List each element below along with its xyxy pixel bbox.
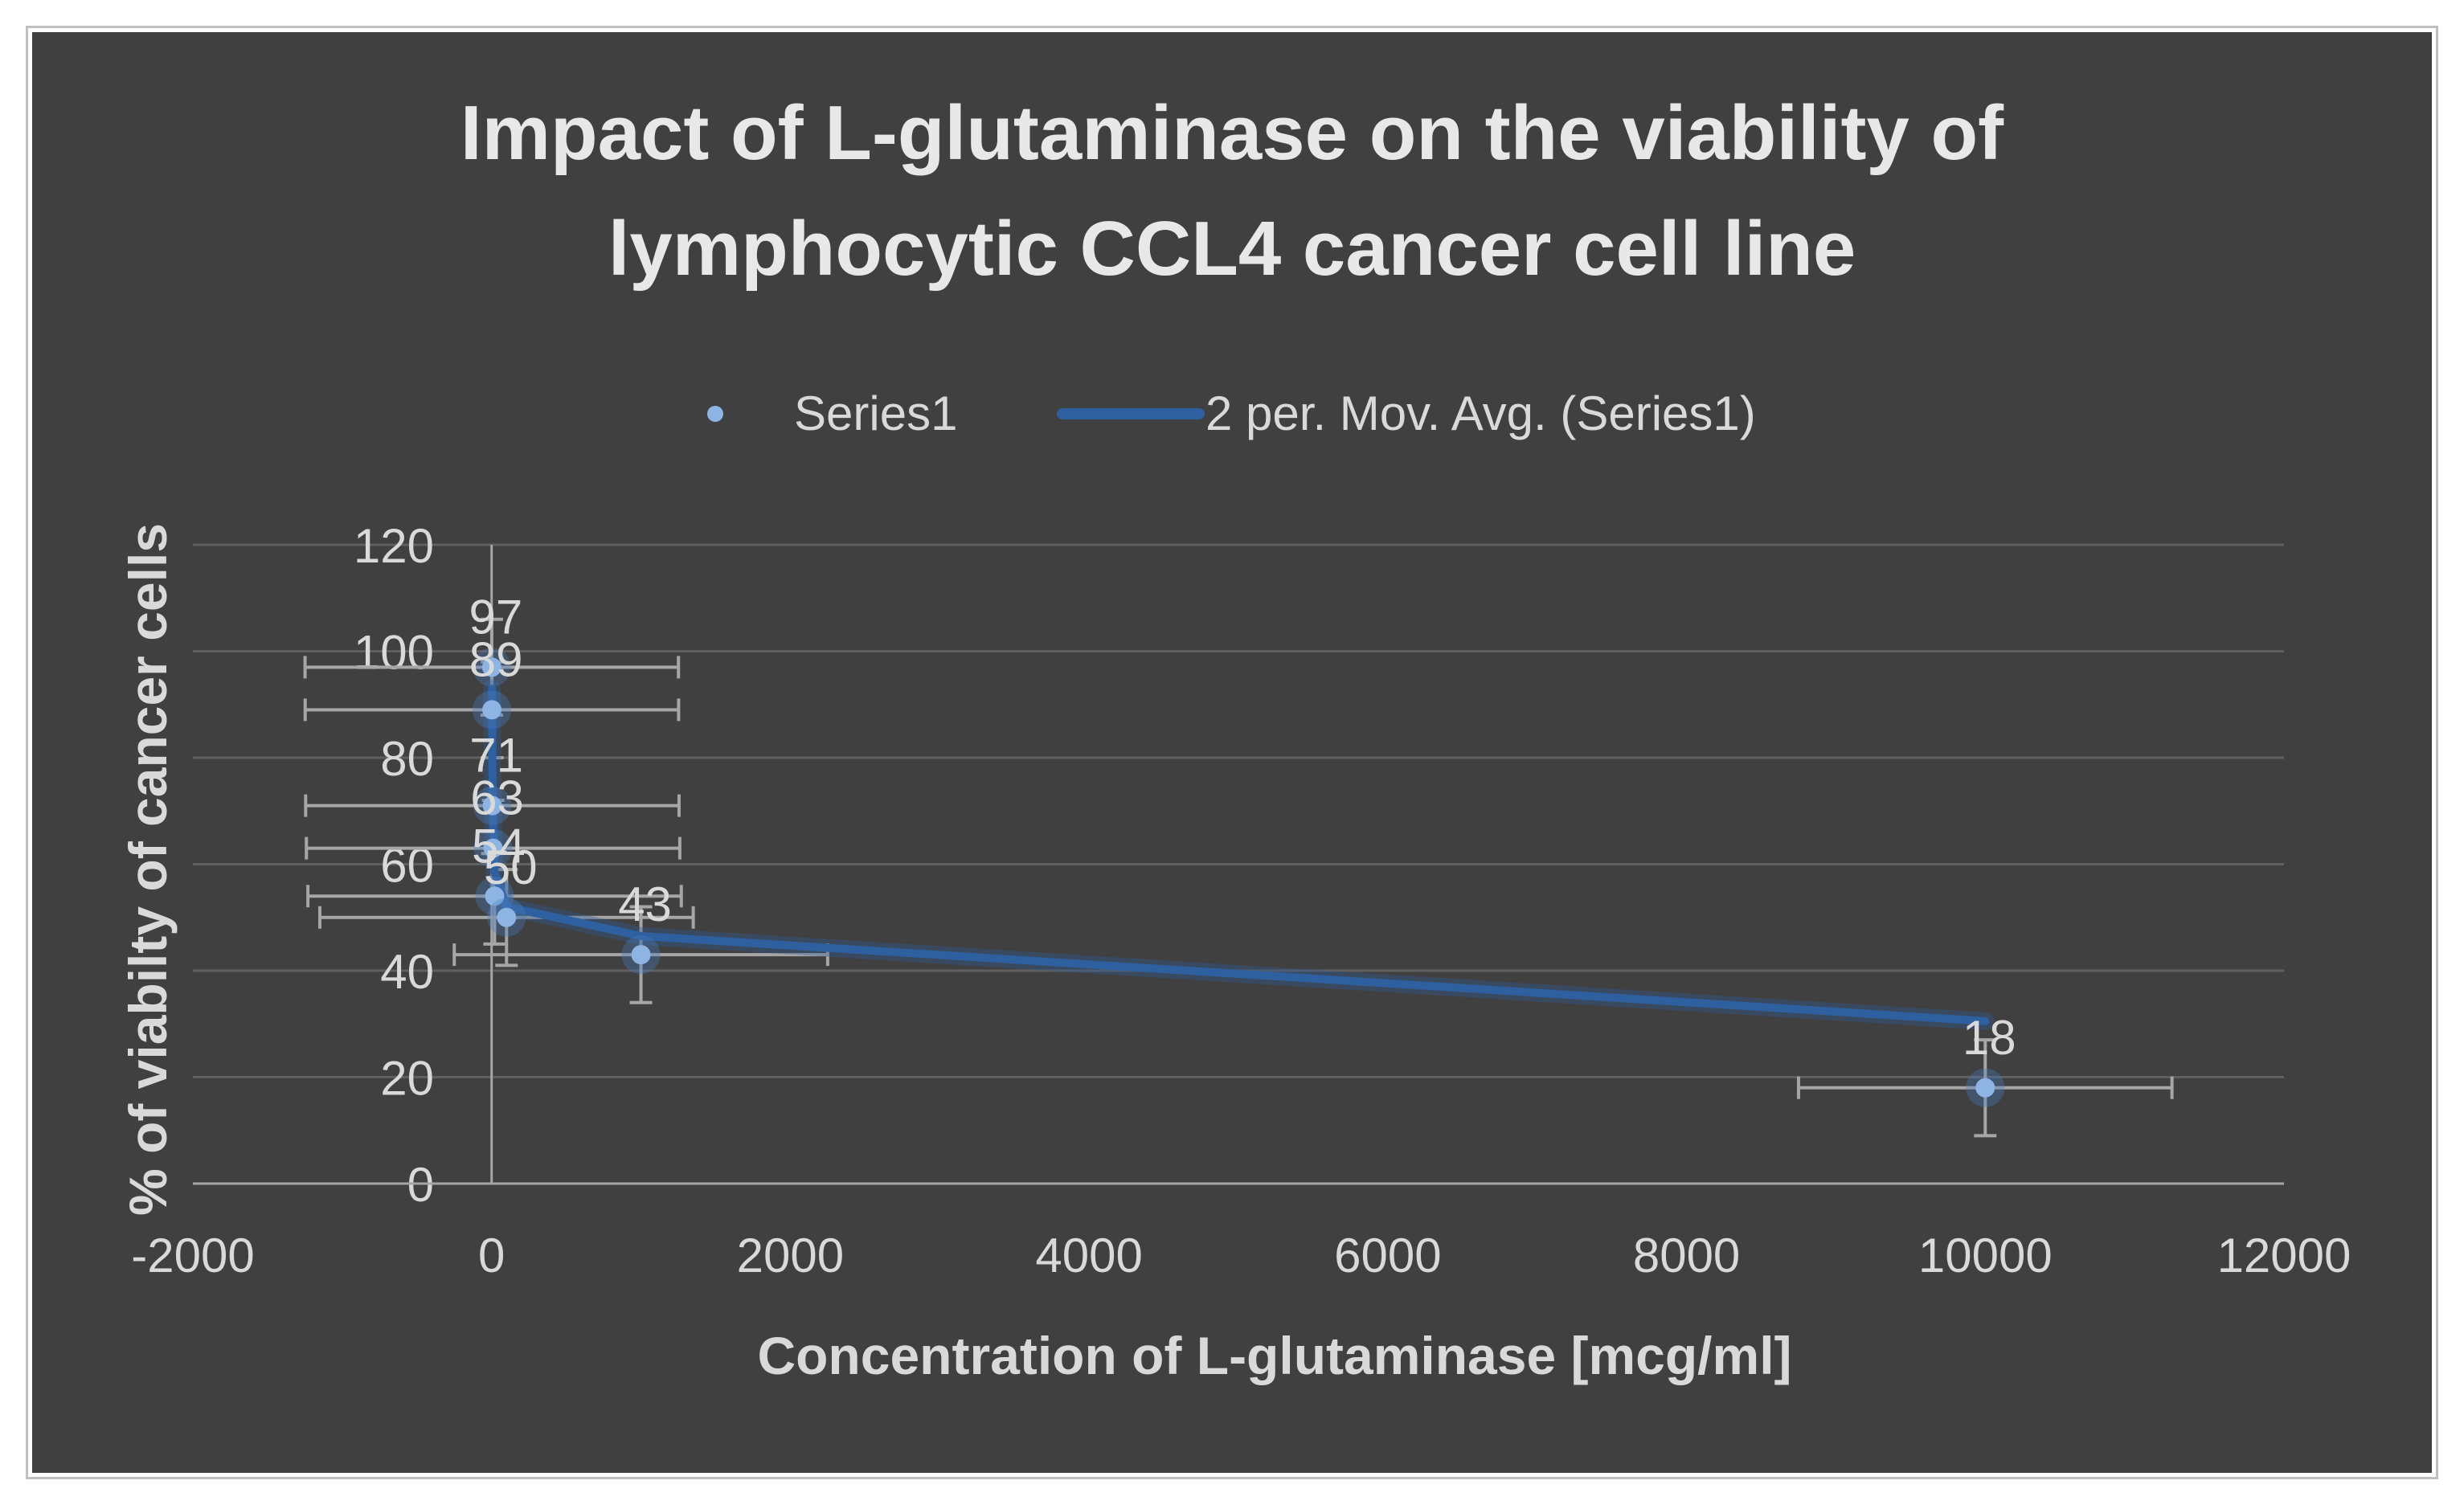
data-points	[472, 648, 2005, 1107]
x-tick-label: 8000	[1633, 1229, 1740, 1282]
data-point	[482, 700, 502, 720]
data-point	[483, 838, 503, 858]
data-point	[485, 886, 505, 906]
chart-background	[32, 32, 2432, 1473]
y-axis-title: % of viabilty of cancer cells	[118, 523, 178, 1216]
data-point	[631, 945, 651, 965]
x-tick-label: 12000	[2217, 1229, 2351, 1282]
x-tick-label: 0	[478, 1229, 505, 1282]
legend-marker-series1	[707, 406, 723, 422]
legend: Series1 2 per. Mov. Avg. (Series1)	[707, 386, 1756, 440]
moving-average-series-line	[488, 684, 1990, 1025]
y-tick-label: 100	[354, 626, 434, 680]
y-tick-label: 120	[354, 519, 434, 573]
x-tick-label: -2000	[131, 1229, 254, 1282]
legend-label-moving-average: 2 per. Mov. Avg. (Series1)	[1205, 386, 1756, 440]
moving-average-line	[483, 679, 1995, 1030]
data-label: 43	[618, 877, 672, 931]
x-tick-label: 4000	[1035, 1229, 1142, 1282]
data-label: 63	[470, 771, 524, 825]
x-axis-title: Concentration of L-glutaminase [mcg/ml]	[757, 1326, 1791, 1385]
data-point	[481, 657, 501, 677]
legend-label-series1: Series1	[794, 386, 957, 440]
data-label: 97	[469, 590, 523, 644]
data-label: 18	[1963, 1011, 2016, 1065]
x-tick-label: 10000	[1918, 1229, 2053, 1282]
data-label: 89	[469, 632, 523, 686]
y-tick-label: 80	[380, 732, 434, 786]
data-point	[497, 907, 517, 927]
chart-title-line-1: Impact of L-glutaminase on the viability…	[460, 90, 2004, 176]
y-tick-label: 60	[380, 839, 434, 893]
y-tick-label: 40	[380, 945, 434, 999]
data-point	[482, 795, 502, 816]
y-tick-label: 20	[380, 1052, 434, 1106]
data-point	[1975, 1078, 1995, 1098]
chart-title-line-2: lymphocytic CCL4 cancer cell line	[608, 206, 1856, 292]
data-label: 54	[472, 819, 526, 873]
data-label: 50	[484, 840, 538, 894]
x-tick-label: 2000	[737, 1229, 844, 1282]
x-axis-ticks: -2000 0 2000 4000 6000 8000 10000 12000	[131, 1229, 2351, 1282]
data-label: 71	[469, 729, 523, 783]
x-tick-label: 6000	[1334, 1229, 1441, 1282]
